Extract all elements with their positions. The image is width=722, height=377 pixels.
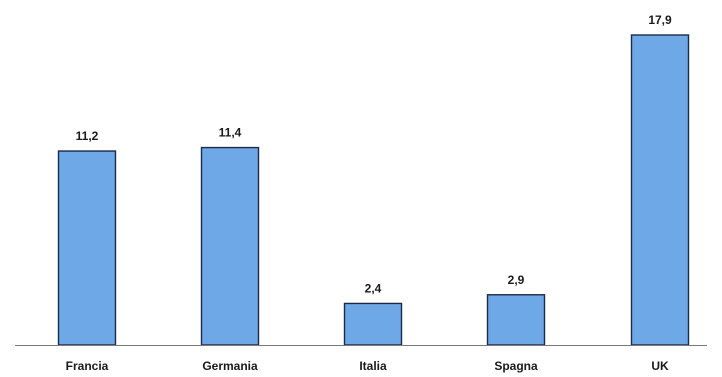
category-label-uk: UK: [651, 359, 669, 373]
bar-francia: [57, 150, 117, 346]
value-label-spagna: 2,9: [508, 273, 525, 287]
category-label-francia: Francia: [66, 359, 109, 373]
category-label-spagna: Spagna: [494, 359, 538, 373]
bars-group: [57, 34, 690, 346]
bar-italia: [343, 302, 403, 346]
value-label-uk: 17,9: [648, 13, 672, 27]
bar-spagna: [486, 294, 546, 346]
value-labels-group: 11,2 11,4 2,4 2,9 17,9: [76, 13, 672, 295]
category-labels-group: Francia Germania Italia Spagna UK: [66, 359, 669, 373]
category-label-germania: Germania: [202, 359, 258, 373]
value-label-germania: 11,4: [219, 126, 242, 140]
value-label-italia: 2,4: [365, 281, 382, 295]
bar-uk: [630, 34, 690, 346]
bar-germania: [200, 146, 260, 346]
value-label-francia: 11,2: [76, 129, 99, 143]
category-label-italia: Italia: [359, 359, 387, 373]
